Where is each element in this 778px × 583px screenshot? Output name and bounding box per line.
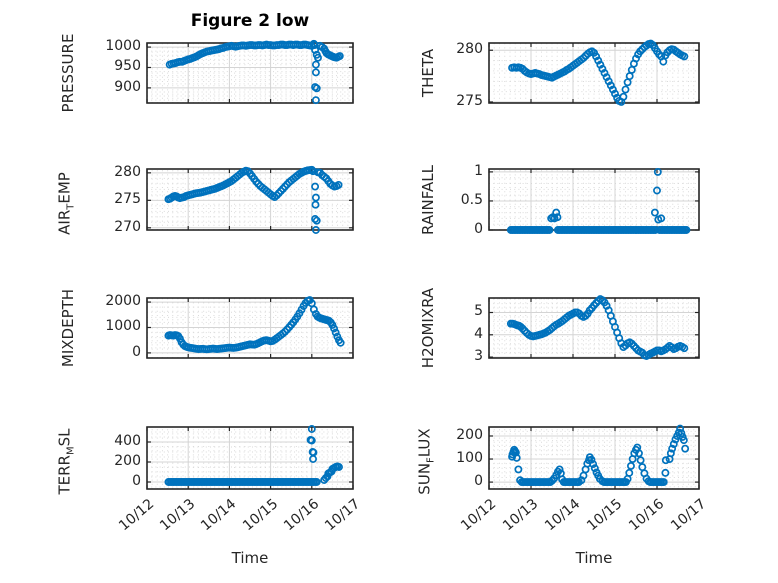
figure-title: Figure 2 low: [190, 11, 310, 31]
subplot-h2omixra: [488, 295, 700, 360]
subplot-air-temp: [146, 165, 354, 234]
x-axis-label: Time: [575, 549, 613, 567]
y-axis-label-text: H2OMIXRA: [419, 287, 437, 369]
y-axis-label-text: SL: [55, 428, 74, 447]
data-series-air-temp: [164, 165, 343, 234]
subplot-sun-flux: [488, 424, 700, 490]
y-tick-label: 0: [474, 221, 483, 237]
y-axis-label-text: SUN: [415, 462, 434, 495]
y-axis-label-mixdepth: MIXDEPTH: [58, 258, 78, 398]
subplot-pressure: [146, 39, 354, 105]
y-axis-label-subscript: M: [65, 446, 77, 456]
data-series-terr-msl: [164, 425, 343, 486]
y-axis-label-pressure: PRESSURE: [58, 3, 78, 143]
subplot-rainfall: [488, 167, 700, 234]
y-tick-label: 280: [114, 163, 141, 180]
y-axis-label-rainfall: RAINFALL: [418, 130, 438, 270]
y-axis-label-text: TERR: [55, 455, 74, 495]
subplot-theta: [488, 39, 700, 106]
data-series-rainfall: [506, 167, 691, 234]
y-tick-label: 200: [456, 426, 483, 443]
y-axis-label-theta: THETA: [418, 3, 438, 143]
data-series-h2omixra: [506, 295, 689, 360]
y-tick-label: 0: [132, 473, 141, 489]
y-tick-label: 950: [114, 58, 141, 75]
y-tick-label: 1000: [105, 38, 141, 55]
data-series-theta: [508, 39, 689, 106]
y-axis-label-text: PRESSURE: [59, 33, 77, 113]
y-tick-label: 2000: [105, 293, 141, 310]
y-tick-label: 0: [474, 473, 483, 490]
y-axis-label-air-temp: AIRTEMP: [55, 133, 82, 273]
x-axis-label: Time: [231, 549, 269, 567]
data-series-sun-flux: [508, 424, 690, 487]
y-tick-label: 0.5: [460, 191, 483, 208]
y-axis-label-text: MIXDEPTH: [59, 288, 77, 368]
y-axis-label-terr-msl: TERRMSL: [55, 392, 82, 532]
y-tick-label: 400: [114, 433, 141, 449]
y-tick-label: 275: [114, 191, 141, 208]
y-tick-label: 200: [114, 453, 141, 469]
y-tick-label: 0: [132, 343, 141, 360]
y-axis-label-text: EMP: [55, 171, 74, 204]
y-axis-label-sun-flux: SUNFLUX: [415, 392, 442, 532]
subplot-terr-msl: [146, 425, 354, 490]
y-tick-label: 1: [474, 162, 483, 179]
y-axis-label-subscript: T: [65, 203, 77, 210]
y-axis-label-text: LUX: [415, 428, 434, 458]
y-axis-label-text: RAINFALL: [419, 164, 437, 235]
y-tick-label: 5: [474, 303, 483, 320]
data-series-pressure: [165, 39, 344, 105]
y-axis-label-h2omixra: H2OMIXRA: [418, 258, 438, 398]
subplot-mixdepth: [146, 296, 354, 359]
y-tick-label: 280: [456, 41, 483, 58]
y-tick-label: 275: [456, 92, 483, 109]
y-tick-label: 270: [114, 218, 141, 235]
y-axis-label-subscript: F: [425, 457, 437, 463]
y-axis-label-text: THETA: [419, 48, 437, 98]
y-tick-label: 3: [474, 348, 483, 365]
y-tick-label: 900: [114, 78, 141, 95]
y-tick-label: 4: [474, 325, 483, 342]
y-tick-label: 1000: [105, 318, 141, 335]
y-tick-label: 100: [456, 450, 483, 467]
data-series-mixdepth: [164, 296, 345, 354]
y-axis-label-text: AIR: [55, 209, 74, 235]
